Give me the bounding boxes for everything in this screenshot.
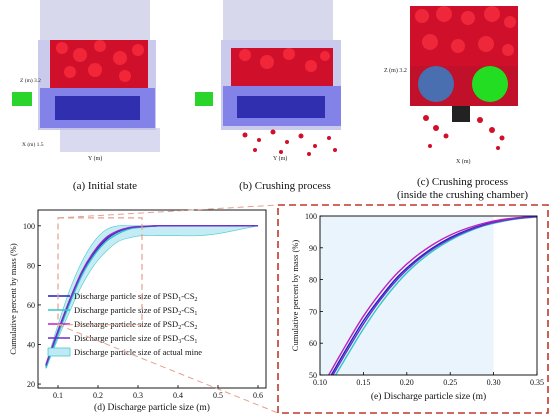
legend-label: Discharge particle size of actual mine xyxy=(74,347,202,357)
chart-d-xtick-label: 0.4 xyxy=(173,391,183,400)
initial-state-render: Z (m) 3.2 X (m) 1.5 Y (m) xyxy=(12,0,160,162)
crushing-chamber-render: Z (m) 3.2 X (m) xyxy=(384,6,518,165)
crushing-y-axis: Y (m) xyxy=(273,155,287,162)
legend-label: Discharge particle size of PSD2-CS2 xyxy=(74,319,197,331)
chart-d-caption: (d) Discharge particle size (m) xyxy=(94,402,210,413)
chart-e-ytick-label: 60 xyxy=(309,339,317,348)
legend-label: Discharge particle size of PSD1-CS2 xyxy=(74,291,197,303)
chart-e-ytick-label: 100 xyxy=(305,212,317,221)
zoom-region xyxy=(57,217,143,326)
crushing-process-render: Y (m) xyxy=(195,0,341,162)
chart-e-ytick-label: 70 xyxy=(309,307,317,316)
zoom-connector-top xyxy=(57,204,279,219)
caption-crushing-process: (b) Crushing process xyxy=(239,180,331,192)
legend-label: Discharge particle size of PSD3-CS1 xyxy=(74,333,197,345)
chart-d-xtick-label: 0.6 xyxy=(253,391,263,400)
chart-d-ytick-label: 60 xyxy=(27,301,35,310)
chart-d-xtick-label: 0.5 xyxy=(213,391,223,400)
initial-x-axis: X (m) 1.5 xyxy=(22,141,44,148)
chart-e-xtick-label: 0.15 xyxy=(356,378,370,387)
zoom-frame xyxy=(277,204,549,414)
chart-d-xtick-label: 0.2 xyxy=(93,391,103,400)
legend-label: Discharge particle size of PSD2-CS1 xyxy=(74,305,197,317)
chart-d-ytick-label: 40 xyxy=(27,340,35,349)
chart-d-ylabel: Cumulative percent by mass (%) xyxy=(8,243,18,355)
series-line-psd3-cs1 xyxy=(332,215,538,376)
chart-e-ytick-label: 80 xyxy=(309,276,317,285)
charts-area: 0.1 0.2 0.3 0.4 0.5 0.6 20 40 60 80 100 Cumulative … xyxy=(8,204,549,414)
chart-d-ytick-label: 80 xyxy=(27,261,35,270)
series-line-psd2-cs2 xyxy=(328,215,538,376)
initial-y-axis: Y (m) xyxy=(88,155,102,162)
chart-e-xtick-label: 0.30 xyxy=(487,378,501,387)
chart-e-caption: (e) Discharge particle size (m) xyxy=(371,391,486,402)
chart-e-band xyxy=(320,216,494,375)
caption-crushing-chamber: (c) Crushing process xyxy=(416,176,509,188)
caption-initial-state: (a) Initial state xyxy=(72,180,138,192)
chart-e-xtick-label: 0.35 xyxy=(530,378,544,387)
chamber-x-axis: X (m) xyxy=(456,158,471,165)
chart-d-ytick-label: 100 xyxy=(23,222,35,231)
legend-swatch-band xyxy=(47,347,71,357)
series-line-psd3-cs1 xyxy=(45,225,258,366)
chart-d-xtick-label: 0.1 xyxy=(53,391,63,400)
chart-e-xtick-label: 0.10 xyxy=(313,378,327,387)
chart-e-xtick-label: 0.20 xyxy=(400,378,414,387)
initial-z-axis: Z (m) 3.2 xyxy=(20,77,41,84)
chart-e-xtick-label: 0.25 xyxy=(443,378,457,387)
chart-d-frame xyxy=(37,209,267,389)
chart-e-ytick-label: 90 xyxy=(309,244,317,253)
chart-e-frame xyxy=(319,215,538,376)
chart-e-ytick-label: 50 xyxy=(309,371,317,380)
chart-e-ylabel: Cumulative percent by mass (%) xyxy=(290,240,300,352)
chart-d-xtick-label: 0.3 xyxy=(133,391,143,400)
chart-d-ytick-label: 20 xyxy=(27,380,35,389)
chamber-z-axis: Z (m) 3.2 xyxy=(384,67,407,74)
caption-crushing-chamber-sub: (inside the crushing chamber) xyxy=(396,189,529,201)
